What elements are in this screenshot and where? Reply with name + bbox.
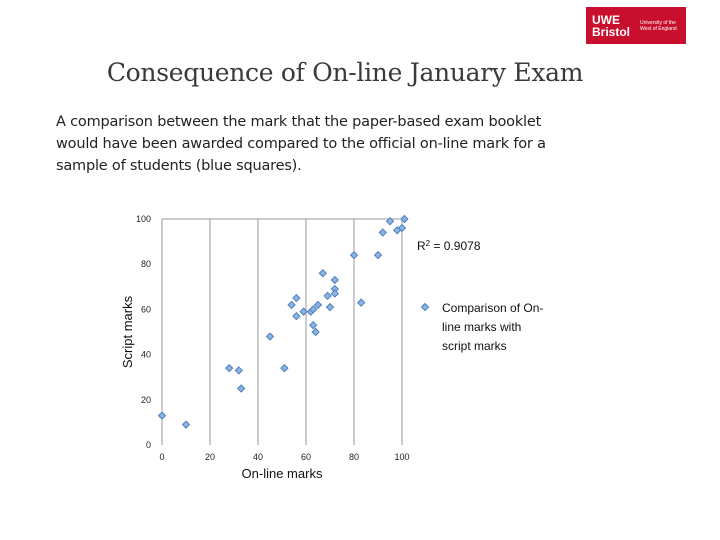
data-point [318,269,328,278]
data-point [311,327,320,337]
data-point [265,332,275,341]
data-point [313,300,323,310]
data-point [325,302,335,312]
data-point [157,411,167,420]
data-point [373,250,383,260]
data-point [234,366,244,375]
y-tick-label: 60 [141,304,151,314]
x-tick-label: 100 [394,452,409,462]
x-tick-label: 20 [205,452,215,462]
slide-title: Consequence of On-line January Exam [106,58,584,87]
data-point [236,384,246,393]
y-tick-label: 40 [141,350,151,360]
legend: Comparison of On-line marks with script m… [420,301,543,353]
data-point [299,307,308,316]
uwe-bristol-logo: UWE Bristol University of the West of En… [586,7,686,44]
data-point [378,228,388,237]
y-axis-label: Script marks [120,295,135,368]
grid-lines [161,218,403,445]
logo-sub-text: University of the West of England [640,19,677,32]
data-point [330,275,340,285]
data-point [385,217,395,226]
data-point [356,298,366,307]
data-points [157,214,409,429]
data-point [292,311,301,321]
data-point [323,291,332,301]
slide-description: A comparison between the mark that the p… [56,114,546,174]
data-point [308,305,318,314]
data-point [287,300,296,310]
x-tick-label: 40 [253,452,263,462]
data-point [349,250,359,260]
y-tick-label: 100 [136,214,151,224]
data-point [400,214,409,224]
y-tick-label: 0 [146,440,151,450]
x-tick-label: 0 [159,452,164,462]
logo-main-text: UWE Bristol [592,12,631,39]
y-tick-label: 20 [141,395,151,405]
legend-label: Comparison of On-line marks with script m… [442,301,543,353]
x-axis-label: On-line marks [242,466,323,481]
data-point [280,363,289,373]
x-tick-label: 60 [301,452,311,462]
data-point [397,223,407,233]
data-point [224,363,234,373]
data-point [181,420,191,429]
r-squared-annotation: R2 = 0.9078 [417,239,481,254]
data-point [330,289,340,298]
data-point [292,293,301,303]
y-tick-label: 80 [141,259,151,269]
data-point [308,321,318,330]
tick-labels: 0 20 40 60 80 100 0 20 40 60 80 100 [136,214,410,462]
x-tick-label: 80 [349,452,359,462]
legend-marker [420,302,430,312]
